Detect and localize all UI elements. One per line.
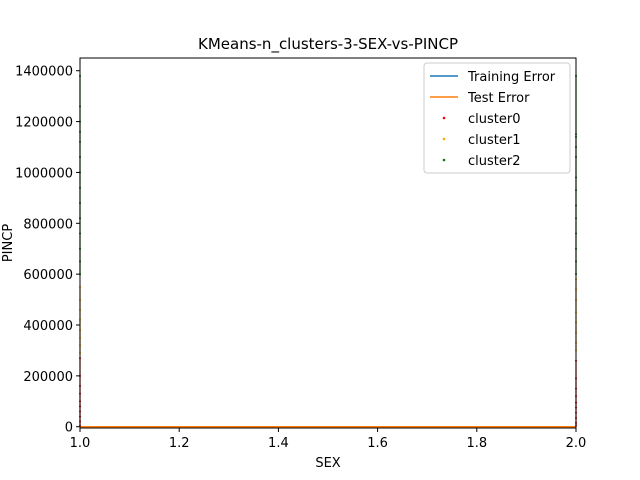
legend-label-cluster2: cluster2	[468, 154, 520, 169]
y-tick-label: 1200000	[15, 116, 73, 131]
x-tick-label: 1.2	[169, 436, 190, 451]
legend-box	[423, 62, 571, 174]
x-tick-label: 1.6	[367, 436, 388, 451]
x-tick-label: 1.4	[268, 436, 289, 451]
legend-swatch-cluster1	[442, 137, 446, 141]
legend-swatch-cluster2	[442, 158, 446, 162]
x-axis: 1.0 1.2 1.4 1.6 1.8 2.0	[70, 428, 587, 451]
y-tick-label: 1400000	[15, 65, 73, 80]
legend-label-cluster1: cluster1	[468, 133, 520, 148]
y-axis-label: PINCP	[1, 224, 16, 262]
y-tick-label: 1000000	[15, 166, 73, 181]
x-tick-label: 1.8	[466, 436, 487, 451]
plot-frame	[79, 57, 577, 429]
legend-label-training-error: Training Error	[467, 70, 556, 85]
legend-label-test-error: Test Error	[467, 91, 530, 106]
x-tick-label: 1.0	[70, 436, 91, 451]
y-tick-label: 600000	[23, 268, 73, 283]
y-tick-label: 200000	[23, 370, 73, 385]
y-tick-label: 800000	[23, 217, 73, 232]
legend-label-cluster0: cluster0	[468, 112, 520, 127]
x-tick-label: 2.0	[566, 436, 587, 451]
y-tick-label: 0	[65, 421, 73, 436]
y-axis: 0 200000 400000 600000 800000 1000000 1200000 1…	[15, 65, 80, 436]
legend-swatch-cluster0	[442, 116, 446, 120]
chart-title: KMeans-n_clusters-3-SEX-vs-PINCP	[198, 35, 458, 54]
legend: Training Error Test Error cluster0 cluster1…	[423, 62, 571, 174]
x-axis-label: SEX	[315, 456, 340, 471]
y-tick-label: 400000	[23, 319, 73, 334]
